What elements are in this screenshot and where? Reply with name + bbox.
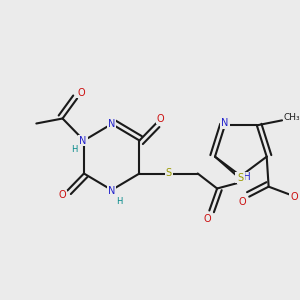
Text: O: O (204, 214, 211, 224)
Text: CH₃: CH₃ (284, 113, 300, 122)
Text: N: N (221, 118, 229, 128)
Text: S: S (166, 169, 172, 178)
Text: S: S (238, 173, 244, 183)
Text: N: N (79, 136, 87, 146)
Text: N: N (108, 119, 116, 129)
Text: H: H (116, 196, 123, 206)
Text: O: O (238, 197, 246, 207)
Text: O: O (77, 88, 85, 98)
Text: O: O (290, 192, 298, 202)
Text: H: H (71, 145, 77, 154)
Text: O: O (157, 113, 165, 124)
Text: N: N (108, 186, 116, 196)
Text: O: O (59, 190, 66, 200)
Text: NH: NH (236, 172, 251, 182)
